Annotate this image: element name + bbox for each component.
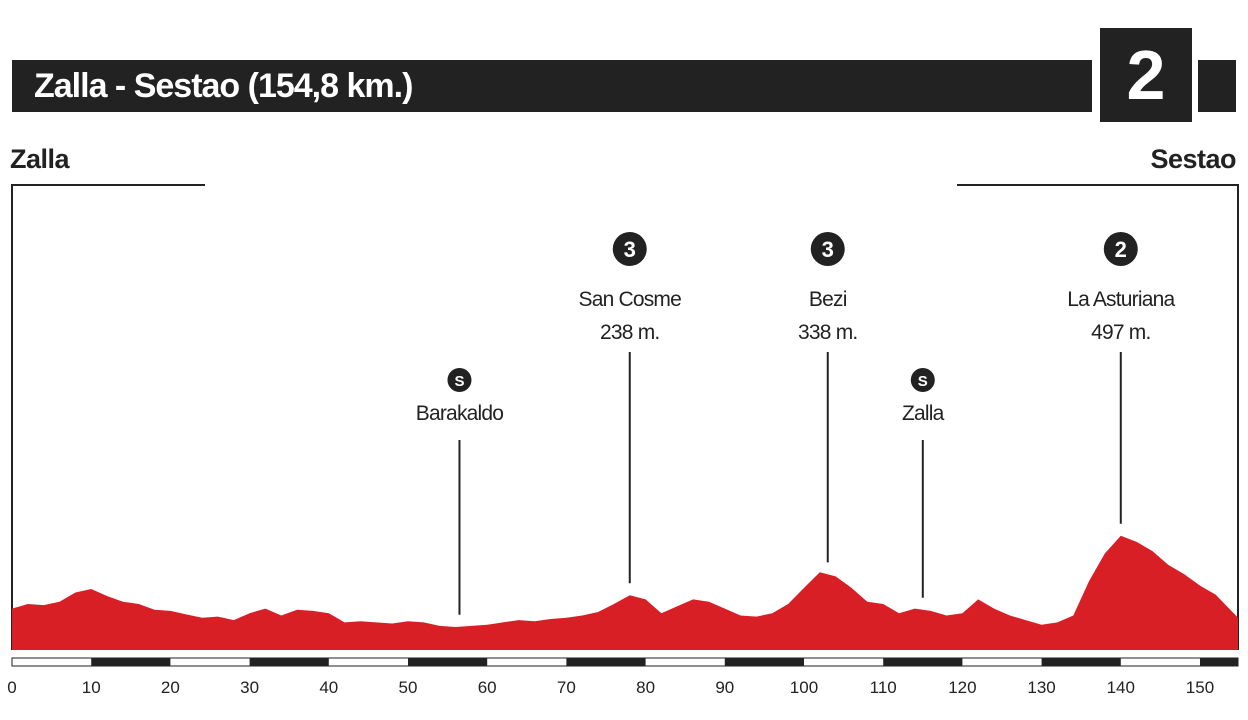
badge-label: S — [454, 373, 464, 390]
scale-segment — [1199, 658, 1238, 666]
x-tick-label: 20 — [161, 678, 180, 697]
marker-altitude: 338 m. — [798, 321, 857, 344]
scale-segment — [566, 658, 646, 666]
category-badge — [810, 232, 845, 266]
finish-town-label: Sestao — [1150, 144, 1236, 174]
marker-name: Barakaldo — [416, 402, 503, 425]
finish-bracket — [957, 184, 1239, 650]
x-tick-label: 40 — [319, 678, 338, 697]
marker-name: Bezi — [809, 288, 847, 311]
x-tick-label: 120 — [948, 678, 976, 697]
badge-label: 2 — [1115, 237, 1127, 262]
scale-segment — [883, 658, 963, 666]
badge-label: 3 — [822, 237, 834, 262]
climb-marker-san-cosme: 3 San Cosme 238 m. — [578, 232, 682, 584]
sprint-badge — [447, 368, 472, 392]
x-tick-label: 90 — [715, 678, 734, 697]
x-tick-label: 70 — [557, 678, 576, 697]
stage-title: Zalla - Sestao (154,8 km.) — [34, 67, 413, 105]
marker-name: Zalla — [902, 402, 945, 425]
sprint-marker-barakaldo: S Barakaldo — [416, 368, 504, 615]
elevation-profile-area — [12, 535, 1238, 650]
stage-number-badge: 2 — [1100, 28, 1192, 122]
x-tick-label: 80 — [636, 678, 655, 697]
x-tick-label: 30 — [240, 678, 259, 697]
marker-altitude: 238 m. — [600, 321, 659, 344]
x-tick-label: 60 — [478, 678, 497, 697]
category-badge — [1103, 232, 1138, 266]
marker-name: La Asturiana — [1067, 288, 1175, 311]
start-bracket — [11, 184, 205, 650]
climb-marker-bezi: 3 Bezi 338 m. — [798, 232, 858, 563]
badge-label: 3 — [624, 237, 636, 262]
marker-altitude: 497 m. — [1091, 321, 1150, 344]
x-tick-label: 150 — [1186, 678, 1214, 697]
title-bar — [12, 60, 1092, 112]
marker-name: San Cosme — [578, 288, 681, 311]
sprint-badge — [910, 368, 935, 392]
start-town-label: Zalla — [10, 144, 70, 174]
category-badge — [612, 232, 647, 266]
x-tick-label: 0 — [7, 678, 16, 697]
climb-marker-la-asturiana: 2 La Asturiana 497 m. — [1067, 232, 1176, 524]
scale-segment — [1041, 658, 1121, 666]
scale-segment — [91, 658, 171, 666]
x-tick-label: 10 — [82, 678, 101, 697]
title-bar-tail — [1198, 60, 1236, 112]
badge-label: S — [918, 373, 928, 390]
x-tick-label: 50 — [399, 678, 418, 697]
x-tick-label: 100 — [790, 678, 818, 697]
x-tick-label: 130 — [1027, 678, 1055, 697]
scale-segment — [724, 658, 804, 666]
scale-segment — [407, 658, 488, 666]
scale-segment — [249, 658, 329, 666]
x-tick-label: 140 — [1107, 678, 1135, 697]
x-tick-label: 110 — [870, 678, 897, 697]
sprint-marker-zalla: S Zalla — [902, 368, 945, 598]
